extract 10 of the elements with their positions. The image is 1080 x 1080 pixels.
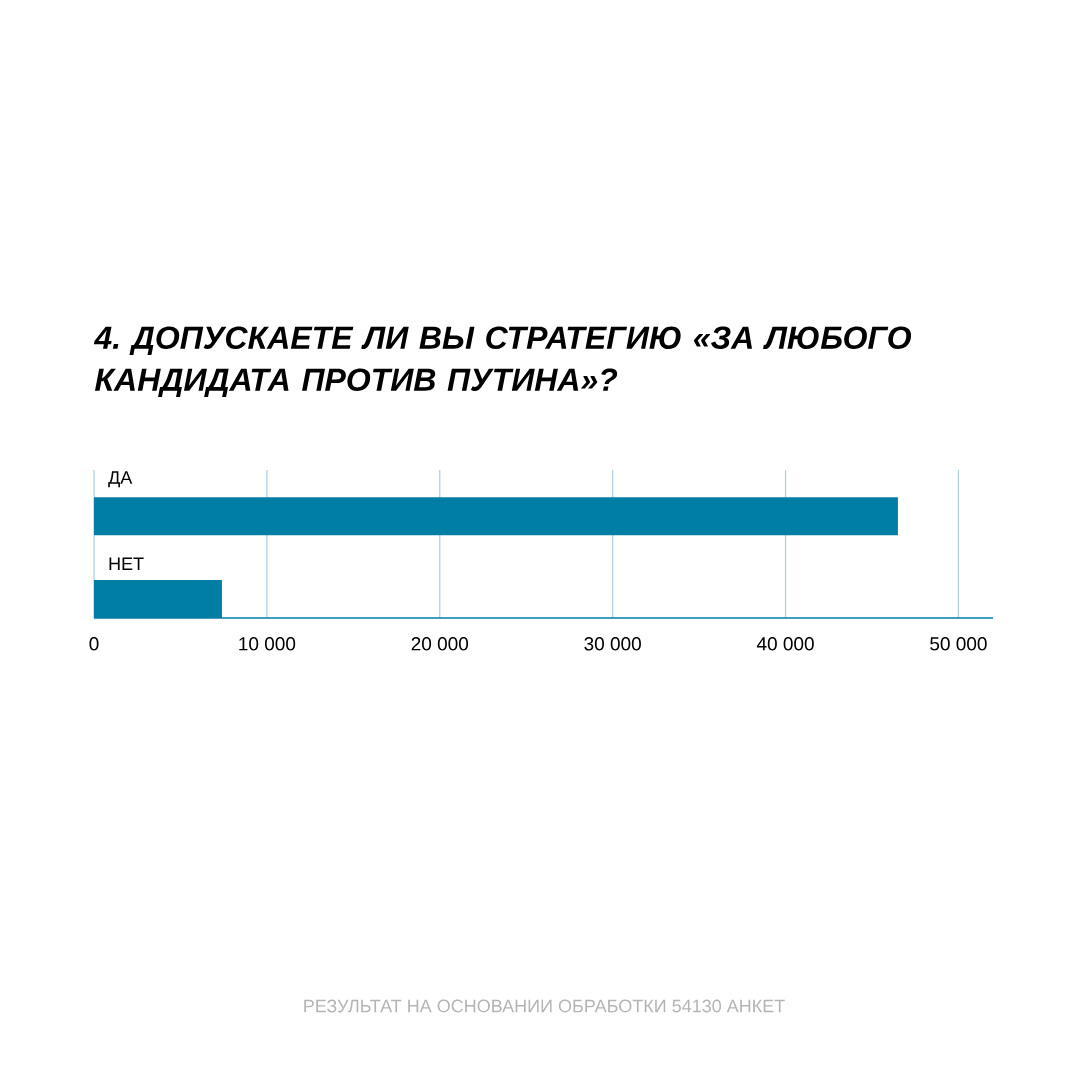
x-tick-label: 30 000 xyxy=(584,637,641,651)
x-tick-label: 0 xyxy=(89,637,99,651)
text: РЕЗУЛЬТАТ НА ОСНОВАНИИ ОБРАБОТКИ 54130 АНКЕТ xyxy=(304,999,785,1013)
y-tick-label: НЕТ xyxy=(109,557,144,570)
y-tick-label: ДА xyxy=(108,471,133,488)
chart-title: 4. ДОПУСКАЕТЕ ЛИ ВЫ СТРАТЕГИЮ «ЗА ЛЮБОГО КАНДИДАТА ПРОТИВ ПУТИНА»? xyxy=(93,326,912,398)
x-tick-label: 40 000 xyxy=(756,637,814,651)
x-tick-label: 10 000 xyxy=(239,637,296,651)
x-tick-label: 50 000 xyxy=(930,637,987,651)
x-tick-label: 20 000 xyxy=(411,637,469,651)
